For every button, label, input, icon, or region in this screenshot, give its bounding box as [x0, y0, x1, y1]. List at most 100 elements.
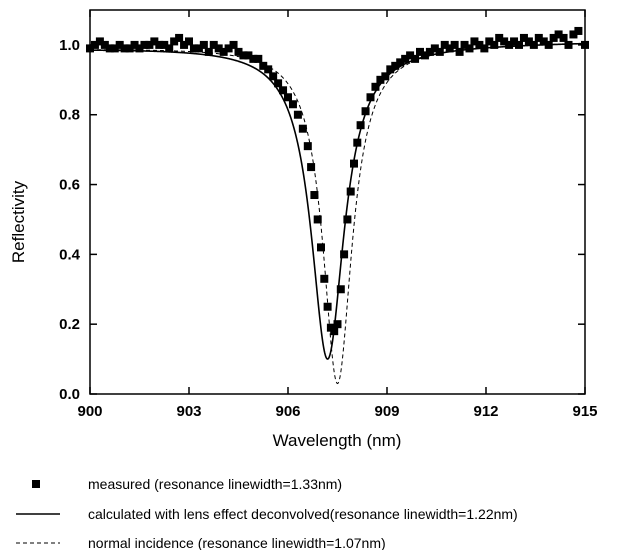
normal-incidence-curve	[90, 42, 586, 385]
data-point	[95, 37, 104, 46]
data-point	[298, 124, 307, 133]
legend-marker-measured	[32, 480, 40, 488]
data-point	[569, 30, 578, 39]
data-point	[120, 44, 129, 53]
data-point	[155, 40, 164, 49]
data-point	[581, 40, 589, 49]
data-point	[125, 44, 134, 53]
data-point	[185, 37, 193, 46]
data-point	[160, 40, 169, 49]
data-point	[214, 44, 223, 53]
data-point	[234, 47, 243, 56]
data-point	[115, 40, 124, 49]
data-point	[515, 40, 523, 49]
data-point	[366, 93, 375, 102]
data-point	[524, 37, 533, 46]
data-point	[539, 37, 548, 46]
x-tick-label: 906	[275, 403, 300, 420]
data-point	[371, 82, 380, 91]
data-point	[279, 86, 288, 95]
data-point	[435, 47, 444, 56]
data-point	[244, 51, 253, 60]
data-point	[470, 37, 479, 46]
data-point	[350, 159, 358, 168]
data-point	[194, 44, 203, 53]
data-point	[549, 33, 558, 42]
x-tick-label: 900	[77, 403, 102, 420]
data-point	[86, 44, 94, 53]
data-point	[356, 121, 365, 130]
x-tick-label: 903	[176, 403, 201, 420]
data-point	[199, 40, 208, 49]
data-point	[317, 243, 325, 252]
data-point	[425, 47, 434, 56]
legend-label-calculated: calculated with lens effect deconvolved(…	[88, 506, 518, 522]
data-point	[204, 47, 213, 56]
data-point	[564, 40, 573, 49]
data-point	[376, 75, 385, 84]
plot-frame	[89, 9, 586, 395]
axis-ticks: 900 903 906 909 912 915 0.0 0.2 0.4 0.6 0.8 1.0	[59, 10, 598, 420]
data-point	[420, 51, 429, 60]
data-point	[320, 274, 329, 283]
data-point	[307, 163, 316, 172]
data-point	[135, 44, 144, 53]
data-point	[353, 138, 362, 147]
data-point	[330, 327, 339, 336]
data-point	[340, 250, 349, 259]
data-point	[150, 37, 159, 46]
data-point	[519, 33, 528, 42]
data-point	[401, 54, 410, 63]
data-point	[406, 51, 415, 60]
data-point	[313, 215, 322, 224]
calculated-curve	[89, 42, 586, 360]
data-point	[554, 30, 563, 39]
data-point	[411, 54, 420, 63]
data-point	[229, 40, 238, 49]
data-point	[485, 37, 494, 46]
data-point	[140, 40, 149, 49]
data-point	[445, 44, 454, 53]
data-point	[490, 40, 499, 49]
data-point	[165, 44, 174, 53]
data-point	[544, 40, 553, 49]
x-tick-label: 912	[473, 403, 498, 420]
y-tick-label: 0.4	[59, 246, 81, 263]
data-point	[460, 40, 469, 49]
legend: measured (resonance linewidth=1.33nm) ca…	[16, 476, 518, 550]
data-point	[343, 215, 352, 224]
data-point	[386, 65, 395, 74]
data-point	[529, 40, 538, 49]
data-point	[450, 40, 459, 49]
data-point	[323, 302, 332, 311]
y-tick-label: 0.0	[59, 386, 80, 403]
data-point	[105, 44, 114, 53]
data-point	[310, 191, 319, 200]
x-axis-title: Wavelength (nm)	[273, 431, 402, 450]
data-point	[175, 33, 184, 42]
data-point	[381, 72, 390, 81]
data-point	[269, 72, 278, 81]
data-point	[284, 93, 292, 102]
data-point	[219, 47, 228, 56]
data-point	[293, 110, 302, 119]
data-point	[391, 61, 400, 70]
data-point	[495, 33, 504, 42]
data-point	[100, 40, 109, 49]
data-point	[288, 100, 297, 109]
y-axis-title: Reflectivity	[9, 180, 28, 263]
data-point	[249, 54, 258, 63]
data-point	[559, 33, 568, 42]
data-point	[455, 47, 464, 56]
data-point	[90, 40, 99, 49]
y-tick-label: 1.0	[59, 37, 80, 54]
legend-label-measured: measured (resonance linewidth=1.33nm)	[88, 476, 342, 492]
measured-markers	[86, 26, 589, 336]
data-point	[264, 65, 273, 74]
data-point	[361, 107, 370, 116]
data-point	[145, 40, 154, 49]
data-point	[209, 40, 218, 49]
data-point	[254, 54, 263, 63]
x-tick-label: 909	[374, 403, 399, 420]
